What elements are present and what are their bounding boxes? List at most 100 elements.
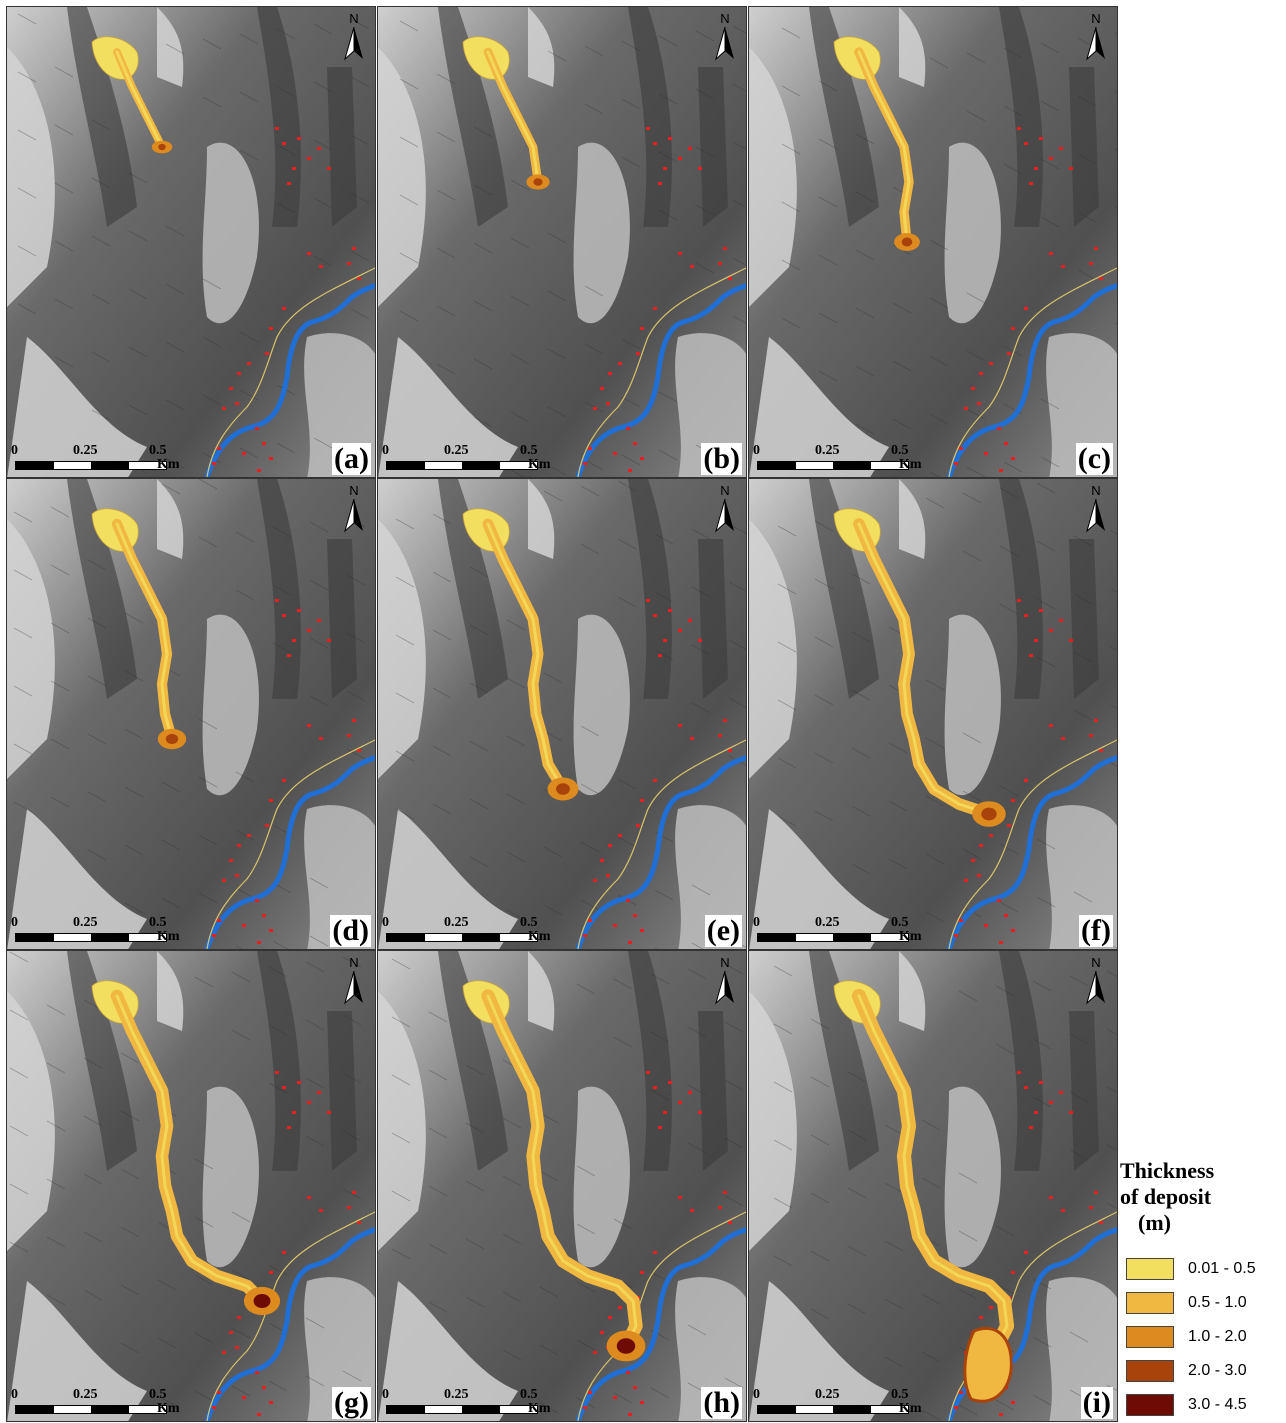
river: [946, 283, 1117, 477]
scale-bar-graphic: [757, 1405, 909, 1414]
scale-unit: Km: [157, 457, 180, 472]
river: [946, 755, 1117, 949]
scale-tick-label: 0.5: [149, 915, 167, 930]
panel-label: (i): [1080, 1386, 1113, 1419]
legend-item: 1.0 - 2.0: [1126, 1326, 1286, 1350]
river: [575, 1227, 746, 1421]
river: [575, 755, 746, 949]
map-panel: N 0 0.25 0.5 Km (f): [748, 478, 1118, 950]
map-panel: N 0 0.25 0.5 Km (a): [6, 6, 376, 478]
scale-tick-label: 0.5: [891, 443, 909, 458]
hillshade-map: [749, 7, 1117, 477]
legend-swatch: [1126, 1360, 1174, 1382]
scale-unit: Km: [899, 457, 922, 472]
scale-tick-label: 0.25: [444, 915, 469, 930]
hillshade-map: [7, 7, 375, 477]
scale-tick-label: 0.5: [520, 915, 538, 930]
north-label: N: [720, 11, 730, 26]
legend-item-label: 1.0 - 2.0: [1188, 1328, 1247, 1345]
legend-item: 0.01 - 0.5: [1126, 1258, 1286, 1282]
scale-tick-label: 0: [753, 443, 760, 458]
legend-item-label: 0.5 - 1.0: [1188, 1294, 1247, 1311]
scale-tick-label: 0.5: [149, 443, 167, 458]
north-label: N: [349, 483, 359, 498]
north-arrow-icon: N: [341, 955, 367, 1007]
scale-tick-label: 0.5: [520, 443, 538, 458]
scale-tick-label: 0.5: [149, 1387, 167, 1402]
panel-label: (h): [701, 1386, 742, 1419]
map-panel: N 0 0.25 0.5 Km (e): [377, 478, 747, 950]
scale-unit: Km: [528, 929, 551, 944]
map-panel: N 0 0.25 0.5 Km (h): [377, 950, 747, 1422]
legend-title-line2: of deposit: [1120, 1184, 1212, 1209]
legend: Thickness of deposit (m) 0.01 - 0.5 0.5 -…: [1120, 1158, 1286, 1416]
scale-bar: 0 0.25 0.5 Km: [753, 915, 943, 945]
scale-bar-graphic: [386, 461, 538, 470]
scale-bar: 0 0.25 0.5 Km: [382, 443, 572, 473]
legend-item: 3.0 - 4.5: [1126, 1394, 1286, 1418]
river: [204, 755, 375, 949]
scale-bar-graphic: [757, 461, 909, 470]
panel-label: (a): [332, 442, 371, 475]
river: [204, 1227, 375, 1421]
map-panel: N 0 0.25 0.5 Km (b): [377, 6, 747, 478]
scale-bar-graphic: [386, 933, 538, 942]
north-arrow-icon: N: [712, 11, 738, 63]
north-label: N: [1091, 955, 1101, 970]
north-arrow-icon: N: [712, 483, 738, 535]
legend-item-label: 2.0 - 3.0: [1188, 1362, 1247, 1379]
north-label: N: [349, 11, 359, 26]
scale-unit: Km: [157, 1401, 180, 1416]
scale-tick-label: 0.25: [444, 1387, 469, 1402]
north-arrow-icon: N: [712, 955, 738, 1007]
north-label: N: [349, 955, 359, 970]
scale-unit: Km: [899, 1401, 922, 1416]
scale-tick-label: 0: [11, 443, 18, 458]
hillshade-map: [378, 951, 746, 1421]
scale-tick-label: 0.25: [815, 915, 840, 930]
panel-label: (c): [1075, 442, 1113, 475]
hillshade-map: [7, 479, 375, 949]
hillshade-map: [378, 479, 746, 949]
scale-bar: 0 0.25 0.5 Km: [11, 1387, 201, 1417]
scale-tick-label: 0: [382, 443, 389, 458]
hillshade-map: [378, 7, 746, 477]
map-panel: N 0 0.25 0.5 Km (i): [748, 950, 1118, 1422]
scale-tick-label: 0: [382, 1387, 389, 1402]
scale-tick-label: 0.25: [815, 1387, 840, 1402]
north-arrow-icon: N: [1083, 483, 1109, 535]
scale-tick-label: 0.25: [73, 1387, 98, 1402]
north-label: N: [1091, 483, 1101, 498]
panel-label: (b): [701, 442, 742, 475]
river: [204, 283, 375, 477]
scale-unit: Km: [528, 1401, 551, 1416]
scale-tick-label: 0: [753, 1387, 760, 1402]
scale-bar: 0 0.25 0.5 Km: [382, 915, 572, 945]
legend-title-unit: (m): [1138, 1210, 1171, 1235]
legend-title-line1: Thickness: [1120, 1158, 1215, 1183]
map-panel: N 0 0.25 0.5 Km (c): [748, 6, 1118, 478]
scale-bar: 0 0.25 0.5 Km: [753, 443, 943, 473]
scale-bar-graphic: [15, 933, 167, 942]
scale-tick-label: 0.5: [520, 1387, 538, 1402]
legend-swatch: [1126, 1292, 1174, 1314]
legend-item: 2.0 - 3.0: [1126, 1360, 1286, 1384]
scale-bar: 0 0.25 0.5 Km: [11, 443, 201, 473]
scale-tick-label: 0: [11, 1387, 18, 1402]
north-arrow-icon: N: [1083, 955, 1109, 1007]
scale-bar-graphic: [757, 933, 909, 942]
legend-title: Thickness of deposit (m): [1120, 1158, 1286, 1236]
scale-unit: Km: [528, 457, 551, 472]
north-label: N: [720, 483, 730, 498]
scale-bar-graphic: [15, 1405, 167, 1414]
panel-label: (e): [704, 914, 742, 947]
scale-bar-graphic: [15, 461, 167, 470]
hillshade-map: [749, 951, 1117, 1421]
north-arrow-icon: N: [341, 11, 367, 63]
hillshade-map: [749, 479, 1117, 949]
scale-tick-label: 0.25: [73, 915, 98, 930]
north-label: N: [1091, 11, 1101, 26]
map-panel: N 0 0.25 0.5 Km (d): [6, 478, 376, 950]
north-label: N: [720, 955, 730, 970]
scale-tick-label: 0: [11, 915, 18, 930]
